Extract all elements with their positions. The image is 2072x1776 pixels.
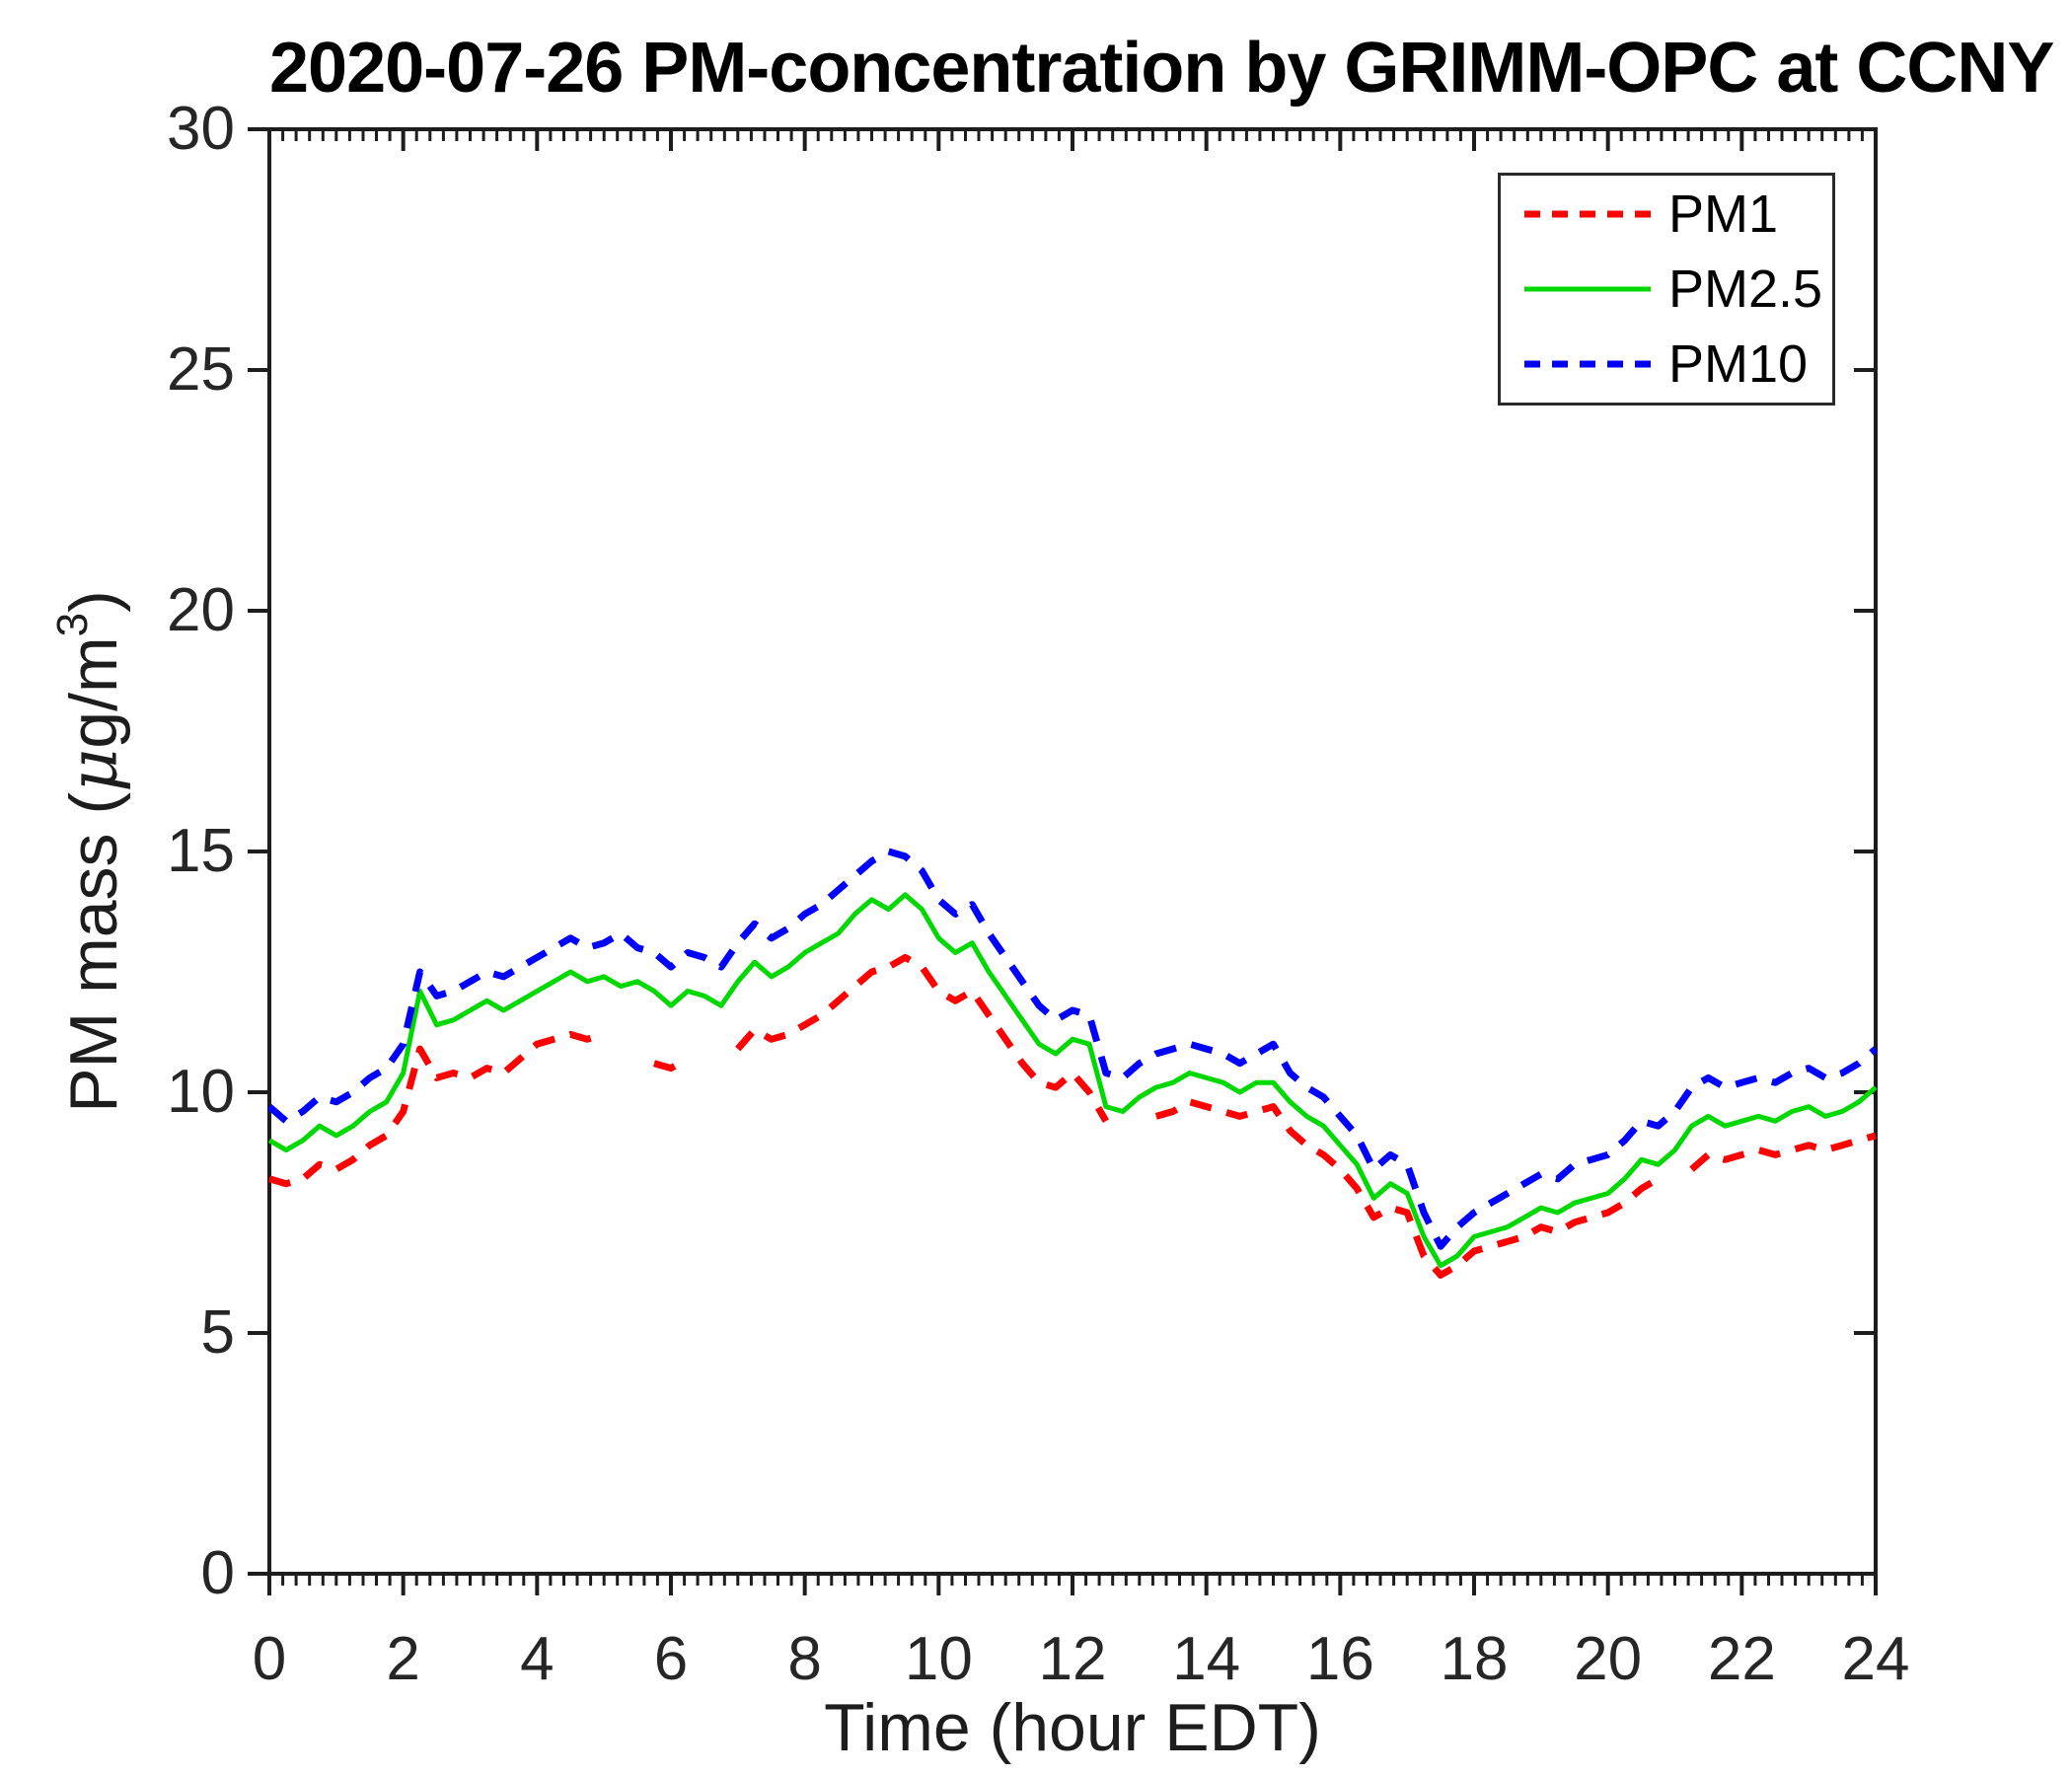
x-tick-label: 14 xyxy=(1172,1625,1241,1693)
pm1-dashed-line-icon xyxy=(1524,210,1651,218)
x-tick-label: 4 xyxy=(520,1625,555,1693)
x-tick-label: 18 xyxy=(1440,1625,1509,1693)
legend-label-pm1: PM1 xyxy=(1668,185,1779,245)
series-pm1 xyxy=(268,953,1877,1279)
y-axis-label-unit: g/m xyxy=(56,636,131,749)
y-tick-label: 15 xyxy=(167,817,235,885)
y-tick-label: 10 xyxy=(167,1058,235,1126)
x-tick-label: 24 xyxy=(1841,1625,1910,1693)
y-tick-label: 25 xyxy=(167,335,235,404)
x-tick-label: 16 xyxy=(1305,1625,1374,1693)
x-tick-label: 8 xyxy=(787,1625,822,1693)
legend-item-pm25: PM2.5 xyxy=(1501,254,1832,326)
y-tick-label: 0 xyxy=(200,1539,235,1607)
x-tick-label: 6 xyxy=(653,1625,689,1693)
pm10-dashed-line-icon xyxy=(1524,360,1651,368)
x-tick-label: 12 xyxy=(1038,1625,1107,1693)
x-axis-label: Time (hour EDT) xyxy=(824,1690,1321,1765)
x-tick-label: 20 xyxy=(1574,1625,1643,1693)
chart-title: 2020-07-26 PM-concentration by GRIMM-OPC… xyxy=(269,29,2054,108)
y-tick-label: 30 xyxy=(167,95,235,163)
legend-item-pm10: PM10 xyxy=(1501,328,1832,400)
mu-symbol: μ xyxy=(55,748,133,792)
pm25-solid-line-icon xyxy=(1524,286,1651,292)
y-tick-label: 5 xyxy=(200,1298,235,1367)
legend-item-pm1: PM1 xyxy=(1501,179,1832,251)
x-tick-label: 2 xyxy=(386,1625,420,1693)
series-pm25 xyxy=(267,892,1878,1269)
x-tick-label: 0 xyxy=(252,1625,287,1693)
legend-label-pm10: PM10 xyxy=(1668,333,1809,394)
series-pm10 xyxy=(266,848,1879,1250)
legend-label-pm25: PM2.5 xyxy=(1668,259,1823,319)
x-tick-label: 22 xyxy=(1707,1625,1776,1693)
legend: PM1 PM2.5 PM10 xyxy=(1498,173,1835,406)
x-tick-label: 10 xyxy=(904,1625,973,1693)
y-tick-label: 20 xyxy=(167,576,235,644)
